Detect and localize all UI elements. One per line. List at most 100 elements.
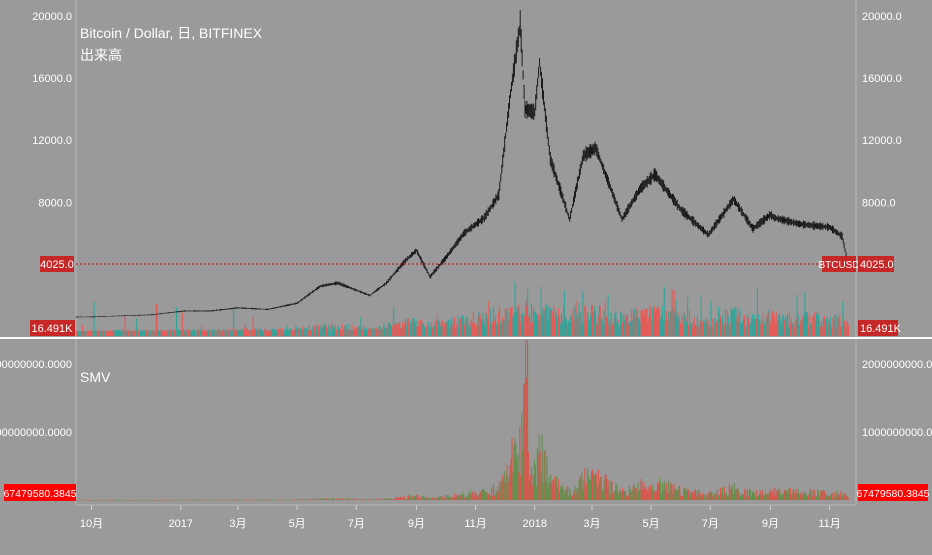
smv-bar [130,500,132,501]
volume-bar [444,321,446,336]
smv-bar [185,499,187,501]
smv-bar [146,500,148,501]
volume-bar [791,323,793,336]
smv-bar [650,484,652,500]
volume-bar [519,312,521,336]
volume-bar [385,327,387,336]
smv-bar [565,488,567,500]
smv-bar [785,489,787,500]
smv-bar [208,499,211,501]
smv-bar [265,499,267,501]
volume-bar [629,322,631,336]
chart-title[interactable]: Bitcoin / Dollar, 日, BITFINEX [80,25,263,41]
volume-bar [788,312,790,336]
smv-indicator-title[interactable]: SMV [80,369,111,385]
smv-bar [776,490,778,500]
volume-bar [685,317,687,336]
smv-bar [683,487,685,500]
volume-bar [551,309,553,336]
volume-bar [318,325,320,336]
smv-bar [326,498,328,500]
smv-bar [160,499,162,501]
volume-bar [328,325,330,336]
smv-bar [695,495,697,500]
smv-bar [585,488,587,500]
smv-bar [238,499,241,501]
volume-bar [829,316,831,336]
volume-bar [443,324,445,336]
smv-bar [428,498,430,500]
smv-bar [766,493,768,500]
smv-bar [652,485,654,500]
volume-bar [511,306,513,336]
volume-bar [463,324,466,336]
volume-bar [839,314,841,336]
smv-bar [715,492,717,500]
smv-bar [848,498,850,500]
volume-bar [210,330,212,336]
volume-bar [263,331,265,336]
smv-bar [733,482,735,500]
smv-bar [646,489,648,500]
time-tick-label: 2018 [522,518,546,530]
smv-bar [518,472,520,500]
smv-bar [104,500,106,501]
smv-bar [648,487,650,500]
volume-bar [442,326,444,336]
volume-bar [721,315,724,336]
smv-bar [331,498,333,500]
smv-bar [412,498,414,500]
main-pane[interactable] [76,0,856,336]
volume-bar [377,329,379,336]
volume-bar [295,325,297,336]
smv-bar [96,499,98,501]
volume-bar [217,329,219,336]
volume-indicator-title[interactable]: 出来高 [80,47,122,63]
smv-bar [456,494,458,500]
volume-bar [273,329,275,336]
smv-bar [358,499,360,500]
smv-bar [772,489,774,500]
smv-bar [532,475,534,500]
smv-bar [564,489,566,500]
smv-bar [345,498,347,500]
smv-bar [404,498,406,500]
smv-bar [76,500,78,501]
volume-bar [632,311,634,336]
smv-bar [235,499,237,501]
smv-bar [791,492,793,500]
volume-bar [184,331,186,336]
smv-bar [186,499,188,501]
volume-bar [580,312,582,336]
smv-bar [845,493,847,500]
volume-bar [280,330,282,336]
volume-bar [760,317,762,336]
volume-bar [291,329,293,336]
smv-bar [481,489,483,500]
volume-bar [94,330,96,336]
volume-bar [117,330,119,336]
volume-bar [307,330,309,336]
smv-pane[interactable] [76,341,856,505]
smv-bar [825,496,827,500]
volume-bar [771,312,773,336]
smv-bar [847,495,849,500]
smv-bar [349,498,351,500]
smv-bar [500,481,502,500]
smv-bar [828,496,830,500]
smv-bar [359,499,361,500]
volume-bar [718,306,720,336]
smv-bar [380,498,382,500]
right-price-tick: 12000.0 [862,135,902,147]
smv-bar [760,494,762,500]
smv-bar [435,498,437,500]
smv-bar [82,500,84,501]
volume-bar [731,309,733,336]
volume-bar [532,307,534,336]
volume-bar [768,309,770,336]
smv-bar [792,488,794,500]
volume-bar [522,312,524,336]
volume-bar [465,317,468,336]
volume-bar [603,310,605,336]
